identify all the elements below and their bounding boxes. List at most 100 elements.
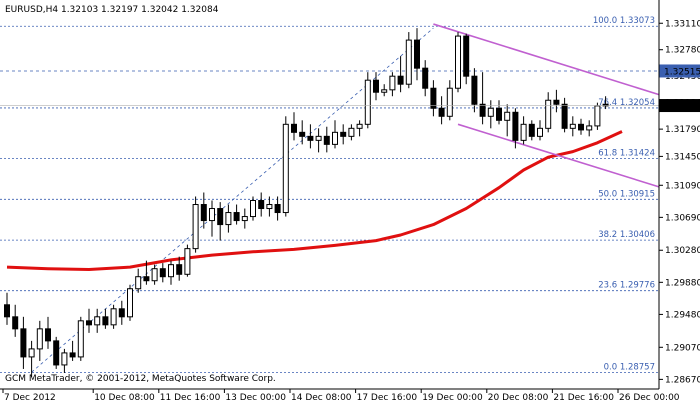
candle-body [520,123,527,141]
candle-body [184,248,191,275]
candle-body [61,352,68,366]
candle-body [373,79,379,93]
candle-body [36,328,43,350]
level-price-tag: 1.32515 [664,67,700,77]
candle-body [250,200,256,218]
fib-label: 38.2 1.30406 [598,230,655,240]
candle-body [479,103,486,117]
candle-body [176,264,183,275]
candle-body [4,304,10,318]
candle-body [586,125,593,131]
channel-line [457,123,660,188]
x-tick-label: 19 Dec 00:00 [422,393,483,402]
x-tick-label: 11 Dec 16:00 [160,393,221,402]
candle-body [332,131,338,145]
candle-body [28,348,35,358]
candle-body [438,107,445,117]
fib-label: 76.4 1.32054 [598,98,655,108]
candle-body [20,328,27,358]
candle-body [545,99,552,129]
candle-body [168,264,174,278]
candle-body [307,135,314,141]
symbol-header: EURUSD,H4 1.32103 1.32197 1.32042 1.3208… [5,5,219,15]
candle-body [455,35,461,89]
fib-label: 0.0 1.28757 [604,362,655,372]
candle-body [381,89,388,93]
candle-body [389,75,396,91]
candle-body [364,79,371,125]
candle-body [569,123,576,129]
candle-body [430,87,437,109]
candle-body [405,39,412,85]
fib-label: 50.0 1.30915 [598,189,655,199]
candle-body [561,103,568,129]
candle-body [69,352,76,358]
copyright-text: GCM MetaTrader, © 2001-2012, MetaQuotes … [5,374,276,384]
candle-body [487,107,494,117]
candle-body [512,111,519,141]
candle-body [209,208,215,222]
y-tick-label: 1.31450 [665,152,700,162]
candle-body [159,268,166,278]
candle-body [578,123,584,131]
candle-body [422,67,429,89]
fib-label: 61.8 1.31424 [598,148,655,158]
candle-body [528,123,535,137]
candlesticks [4,28,609,377]
candle-body [348,127,355,137]
y-tick-label: 1.31790 [665,125,700,135]
y-tick-label: 1.29480 [665,310,700,320]
candle-body [135,276,142,290]
current-price-tag: 1.32084 [664,102,700,112]
channel-line [433,23,660,96]
candle-body [151,268,158,282]
y-tick-label: 1.30280 [665,246,700,256]
candle-body [471,75,478,105]
y-tick-label: 1.33110 [665,19,700,29]
candle-body [77,320,84,358]
y-tick-label: 1.29880 [665,278,700,288]
candle-body [414,39,420,69]
candle-body [118,308,125,318]
time-axis: 7 Dec 2012 10 Dec 08:00 11 Dec 16:00 13 Dec… [2,389,680,402]
fib-label: 23.6 1.29776 [598,281,655,291]
current-price-tag-bg [659,99,700,113]
candle-body [233,212,240,222]
candle-body [282,123,289,214]
level-price-tag-bg [659,64,700,78]
candle-body [299,131,306,137]
candle-body [53,340,60,366]
candle-body [537,127,543,137]
y-tick-label: 1.32780 [665,46,700,56]
candle-body [323,135,330,145]
candle-body [110,308,117,326]
candle-body [12,316,19,330]
candle-body [86,320,92,326]
y-tick-label: 1.28670 [665,375,700,385]
candle-body [356,123,363,129]
candle-body [496,107,502,121]
x-tick-label: 20 Dec 08:00 [488,393,549,402]
candle-body [225,212,232,226]
candle-body [594,105,601,127]
candle-body [127,288,133,318]
candle-body [94,316,101,326]
candle-body [266,204,273,210]
candle-body [241,216,248,222]
candle-body [291,123,297,133]
y-tick-label: 1.31090 [665,181,700,191]
y-tick-label: 1.29070 [665,343,700,353]
candle-body [45,328,51,342]
x-tick-label: 14 Dec 08:00 [291,393,352,402]
candle-body [315,135,322,141]
candle-body [274,204,281,214]
x-tick-label: 10 Dec 08:00 [94,393,155,402]
candle-body [446,87,453,117]
candle-body [217,208,224,226]
candle-body [200,204,207,222]
candle-body [258,200,265,210]
x-tick-label: 17 Dec 16:00 [357,393,418,402]
